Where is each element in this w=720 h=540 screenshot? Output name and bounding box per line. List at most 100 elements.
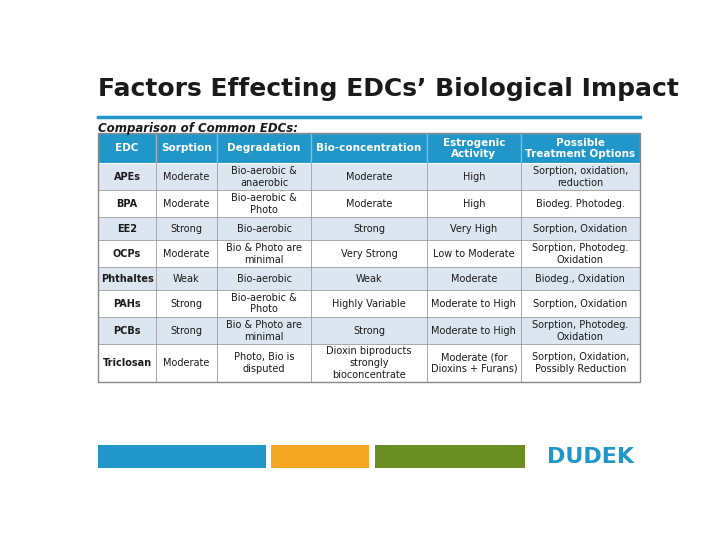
Text: Estrogenic
Activity: Estrogenic Activity — [443, 138, 505, 159]
Text: Possible
Treatment Options: Possible Treatment Options — [526, 138, 636, 159]
Text: Moderate to High: Moderate to High — [431, 326, 516, 336]
FancyBboxPatch shape — [217, 344, 312, 382]
FancyBboxPatch shape — [312, 240, 426, 267]
FancyBboxPatch shape — [312, 163, 426, 191]
FancyBboxPatch shape — [521, 133, 639, 163]
Text: High: High — [463, 199, 485, 209]
FancyBboxPatch shape — [156, 267, 217, 290]
Text: Sorption, Photodeg.
Oxidation: Sorption, Photodeg. Oxidation — [532, 243, 629, 265]
Text: Bio-concentration: Bio-concentration — [316, 144, 422, 153]
Text: Sorption: Sorption — [161, 144, 212, 153]
Text: Dioxin biproducts
strongly
bioconcentrate: Dioxin biproducts strongly bioconcentrat… — [326, 346, 412, 380]
FancyBboxPatch shape — [156, 133, 217, 163]
FancyBboxPatch shape — [217, 267, 312, 290]
Text: Moderate: Moderate — [163, 358, 210, 368]
FancyBboxPatch shape — [312, 218, 426, 240]
FancyBboxPatch shape — [426, 163, 521, 191]
FancyBboxPatch shape — [521, 344, 639, 382]
FancyBboxPatch shape — [156, 344, 217, 382]
FancyBboxPatch shape — [217, 317, 312, 344]
FancyBboxPatch shape — [99, 267, 156, 290]
FancyBboxPatch shape — [426, 133, 521, 163]
FancyBboxPatch shape — [312, 317, 426, 344]
Text: Bio & Photo are
minimal: Bio & Photo are minimal — [226, 320, 302, 341]
Text: Strong: Strong — [171, 326, 202, 336]
Text: Low to Moderate: Low to Moderate — [433, 249, 515, 259]
Text: Very Strong: Very Strong — [341, 249, 397, 259]
Text: EDC: EDC — [115, 144, 139, 153]
FancyBboxPatch shape — [99, 218, 156, 240]
FancyBboxPatch shape — [99, 446, 266, 468]
Text: Strong: Strong — [353, 326, 385, 336]
Text: Moderate: Moderate — [163, 172, 210, 182]
FancyBboxPatch shape — [217, 240, 312, 267]
FancyBboxPatch shape — [521, 267, 639, 290]
FancyBboxPatch shape — [312, 191, 426, 218]
FancyBboxPatch shape — [521, 240, 639, 267]
FancyBboxPatch shape — [521, 290, 639, 317]
Text: Triclosan: Triclosan — [102, 358, 152, 368]
FancyBboxPatch shape — [99, 240, 156, 267]
Text: Strong: Strong — [353, 224, 385, 234]
FancyBboxPatch shape — [217, 191, 312, 218]
FancyBboxPatch shape — [99, 191, 156, 218]
Text: Moderate: Moderate — [163, 199, 210, 209]
Text: Moderate: Moderate — [346, 172, 392, 182]
Text: DUDEK: DUDEK — [547, 447, 634, 467]
FancyBboxPatch shape — [156, 218, 217, 240]
Text: Factors Effecting EDCs’ Biological Impact: Factors Effecting EDCs’ Biological Impac… — [99, 77, 679, 102]
FancyBboxPatch shape — [521, 191, 639, 218]
FancyBboxPatch shape — [521, 317, 639, 344]
Text: Moderate (for
Dioxins + Furans): Moderate (for Dioxins + Furans) — [431, 352, 517, 374]
Text: Sorption, Oxidation: Sorption, Oxidation — [534, 224, 628, 234]
Text: Bio-aerobic: Bio-aerobic — [237, 274, 292, 284]
Text: Phthaltes: Phthaltes — [101, 274, 153, 284]
Text: APEs: APEs — [114, 172, 140, 182]
FancyBboxPatch shape — [521, 218, 639, 240]
FancyBboxPatch shape — [426, 191, 521, 218]
FancyBboxPatch shape — [312, 344, 426, 382]
Text: Comparison of Common EDCs:: Comparison of Common EDCs: — [99, 122, 298, 135]
Text: Weak: Weak — [356, 274, 382, 284]
Text: Biodeg. Photodeg.: Biodeg. Photodeg. — [536, 199, 625, 209]
FancyBboxPatch shape — [156, 191, 217, 218]
Text: Very High: Very High — [450, 224, 498, 234]
FancyBboxPatch shape — [426, 344, 521, 382]
FancyBboxPatch shape — [521, 163, 639, 191]
Text: PAHs: PAHs — [113, 299, 141, 309]
FancyBboxPatch shape — [374, 446, 526, 468]
FancyBboxPatch shape — [99, 133, 156, 163]
Text: Sorption, Photodeg.
Oxidation: Sorption, Photodeg. Oxidation — [532, 320, 629, 341]
Text: Bio-aerobic &
Photo: Bio-aerobic & Photo — [231, 193, 297, 215]
Text: Bio-aerobic: Bio-aerobic — [237, 224, 292, 234]
FancyBboxPatch shape — [426, 267, 521, 290]
FancyBboxPatch shape — [426, 240, 521, 267]
FancyBboxPatch shape — [99, 344, 156, 382]
FancyBboxPatch shape — [312, 290, 426, 317]
FancyBboxPatch shape — [271, 446, 369, 468]
Text: Moderate to High: Moderate to High — [431, 299, 516, 309]
FancyBboxPatch shape — [312, 133, 426, 163]
FancyBboxPatch shape — [312, 267, 426, 290]
FancyBboxPatch shape — [217, 163, 312, 191]
Text: Strong: Strong — [171, 224, 202, 234]
FancyBboxPatch shape — [426, 290, 521, 317]
FancyBboxPatch shape — [426, 317, 521, 344]
FancyBboxPatch shape — [426, 218, 521, 240]
FancyBboxPatch shape — [217, 290, 312, 317]
Text: Weak: Weak — [173, 274, 199, 284]
Text: Sorption, Oxidation,
Possibly Reduction: Sorption, Oxidation, Possibly Reduction — [532, 352, 629, 374]
Text: Bio-aerobic &
Photo: Bio-aerobic & Photo — [231, 293, 297, 314]
Text: Sorption, Oxidation: Sorption, Oxidation — [534, 299, 628, 309]
Text: Biodeg., Oxidation: Biodeg., Oxidation — [536, 274, 626, 284]
FancyBboxPatch shape — [99, 317, 156, 344]
Text: Photo, Bio is
disputed: Photo, Bio is disputed — [234, 352, 294, 374]
Text: EE2: EE2 — [117, 224, 137, 234]
Text: Strong: Strong — [171, 299, 202, 309]
FancyBboxPatch shape — [156, 317, 217, 344]
Text: BPA: BPA — [117, 199, 138, 209]
Text: PCBs: PCBs — [113, 326, 141, 336]
FancyBboxPatch shape — [217, 218, 312, 240]
FancyBboxPatch shape — [99, 290, 156, 317]
FancyBboxPatch shape — [156, 240, 217, 267]
